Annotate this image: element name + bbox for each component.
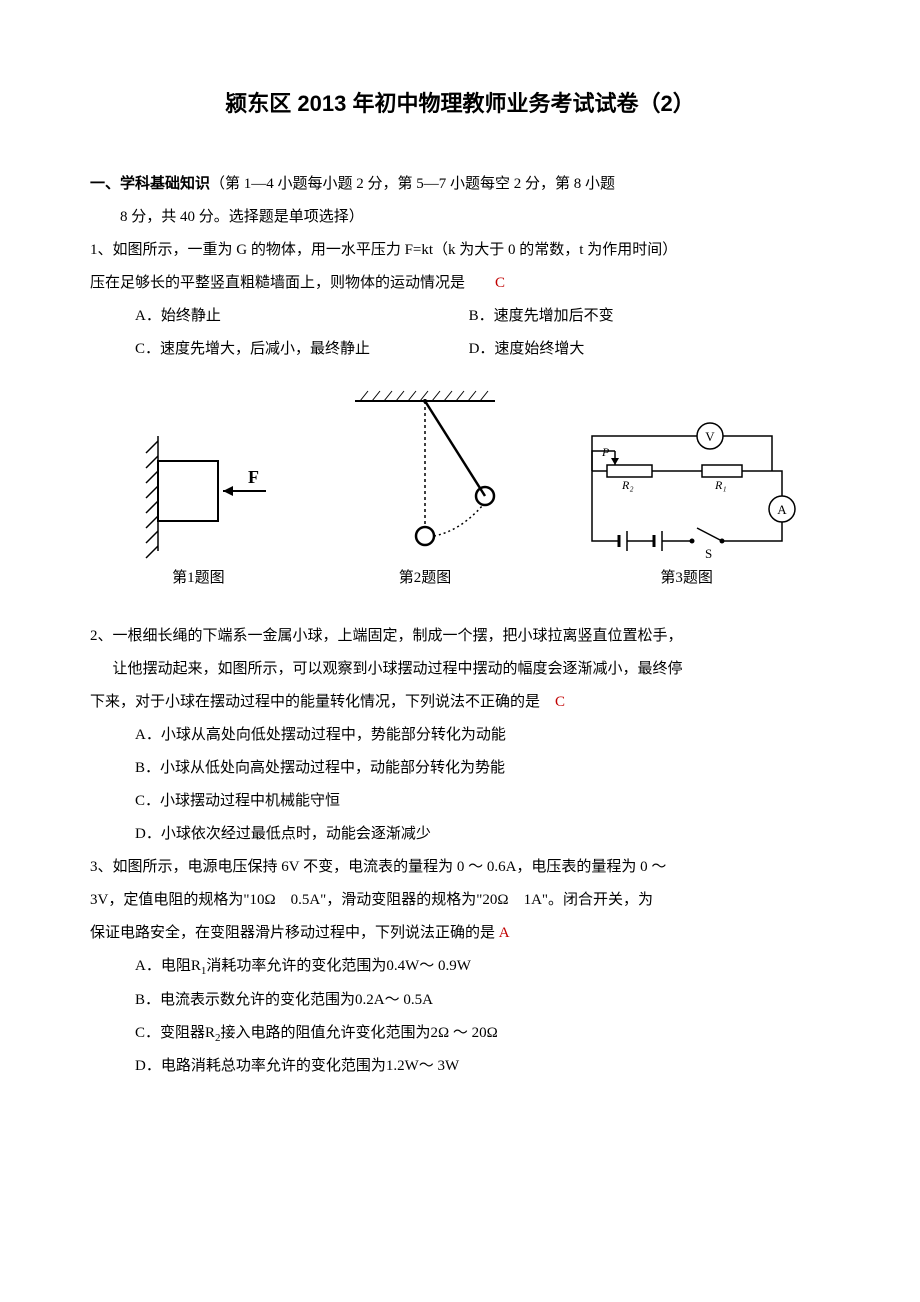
page-title: 颍东区 2013 年初中物理教师业务考试试卷（2） xyxy=(90,80,830,128)
svg-text:R₁: R₁ xyxy=(714,478,727,492)
q2-optD: D．小球依次经过最低点时，动能会逐渐减少 xyxy=(90,818,830,851)
q1-line1: 1、如图所示，一重为 G 的物体，用一水平压力 F=kt（k 为大于 0 的常数… xyxy=(90,234,830,267)
svg-text:R₂: R₂ xyxy=(621,478,634,492)
q2-line3: 下来，对于小球在摆动过程中的能量转化情况，下列说法不正确的是 C xyxy=(90,686,830,719)
q1-optB: B．速度先增加后不变 xyxy=(469,300,830,333)
q2-optB: B．小球从低处向高处摆动过程中，动能部分转化为势能 xyxy=(90,752,830,785)
q1-line2: 压在足够长的平整竖直粗糙墙面上，则物体的运动情况是 C xyxy=(90,267,830,300)
fig2-caption: 第2题图 xyxy=(335,566,515,590)
q1-line2-text: 压在足够长的平整竖直粗糙墙面上，则物体的运动情况是 xyxy=(90,275,465,291)
q2-answer: C xyxy=(555,694,565,710)
fig1-F-label: F xyxy=(248,467,259,487)
q3-optD: D．电路消耗总功率允许的变化范围为1.2W～ 3W xyxy=(90,1050,830,1083)
figure-1: F 第1题图 xyxy=(118,426,278,590)
figures-row: F 第1题图 xyxy=(90,386,830,590)
q3-answer: A xyxy=(499,925,510,941)
q2-optC: C．小球摆动过程中机械能守恒 xyxy=(90,785,830,818)
q1-optC: C．速度先增大，后减小，最终静止 xyxy=(135,333,469,366)
svg-text:S: S xyxy=(705,546,712,561)
q3-optC: C．变阻器R2接入电路的阻值允许变化范围为2Ω ～ 20Ω xyxy=(90,1017,830,1050)
section-label-rest: （第 1—4 小题每小题 2 分，第 5—7 小题每空 2 分，第 8 小题 xyxy=(210,176,615,192)
q3-optC-pre: C．变阻器R xyxy=(135,1025,215,1041)
q2-line2: 让他摆动起来，如图所示，可以观察到小球摆动过程中摆动的幅度会逐渐减小，最终停 xyxy=(90,653,830,686)
q2-optA: A．小球从高处向低处摆动过程中，势能部分转化为动能 xyxy=(90,719,830,752)
q3-line3: 保证电路安全，在变阻器滑片移动过程中，下列说法正确的是 A xyxy=(90,917,830,950)
q1-optD: D．速度始终增大 xyxy=(469,333,830,366)
section-label-bold: 一、学科基础知识 xyxy=(90,176,210,192)
q3-optA: A．电阻R1消耗功率允许的变化范围为0.4W～ 0.9W xyxy=(90,950,830,983)
section-header-line2: 8 分，共 40 分。选择题是单项选择） xyxy=(90,201,830,234)
q2-line3-text: 下来，对于小球在摆动过程中的能量转化情况，下列说法不正确的是 xyxy=(90,694,540,710)
q1-answer: C xyxy=(495,275,505,291)
svg-text:P: P xyxy=(601,445,610,459)
q1-optA: A．始终静止 xyxy=(135,300,469,333)
section-header-line1: 一、学科基础知识（第 1—4 小题每小题 2 分，第 5—7 小题每空 2 分，… xyxy=(90,168,830,201)
q3-optA-post: 消耗功率允许的变化范围为0.4W～ 0.9W xyxy=(206,958,471,974)
figure-2: 第2题图 xyxy=(335,386,515,590)
q3-optC-post: 接入电路的阻值允许变化范围为2Ω ～ 20Ω xyxy=(221,1025,498,1041)
fig1-caption: 第1题图 xyxy=(118,566,278,590)
svg-text:A: A xyxy=(777,502,787,517)
svg-text:V: V xyxy=(705,429,715,444)
q3-line3-text: 保证电路安全，在变阻器滑片移动过程中，下列说法正确的是 xyxy=(90,925,495,941)
figure-3: V A P R₂ R₁ S 第3题图 xyxy=(572,416,802,590)
q3-optB: B．电流表示数允许的变化范围为0.2A～ 0.5A xyxy=(90,984,830,1017)
fig3-caption: 第3题图 xyxy=(572,566,802,590)
q2-line1: 2、一根细长绳的下端系一金属小球，上端固定，制成一个摆，把小球拉离竖直位置松手， xyxy=(90,620,830,653)
q3-line1: 3、如图所示，电源电压保持 6V 不变，电流表的量程为 0 ～ 0.6A，电压表… xyxy=(90,851,830,884)
q3-optA-pre: A．电阻R xyxy=(135,958,201,974)
q3-line2: 3V，定值电阻的规格为"10Ω 0.5A"，滑动变阻器的规格为"20Ω 1A"。… xyxy=(90,884,830,917)
